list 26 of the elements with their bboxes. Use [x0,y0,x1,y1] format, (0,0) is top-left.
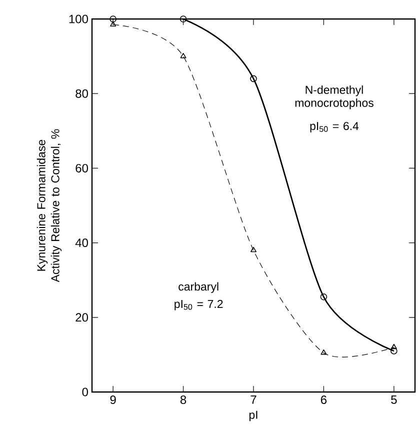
point [390,344,397,350]
point [180,52,186,58]
y-tick-label: 60 [76,164,88,172]
annotation: pI$_{50}$ = 7.2 [174,300,223,310]
annotation: pI$_{50}$ = 6.4 [310,122,359,132]
point [250,75,257,82]
x-tick-label: 8 [180,396,186,404]
x-tick-label: 6 [320,396,327,404]
y-axis-title: Kynurenine Formamidase Activity Relative to Control, % [36,129,62,282]
point [250,246,256,252]
y-tick-label: 80 [76,89,88,98]
y-tick-label: 20 [76,313,88,322]
y-tick-label: 0 [82,388,88,396]
point [390,348,398,354]
point [110,16,116,22]
x-tick-label: 7 [250,396,256,404]
annotation: carbaryl [178,282,218,293]
x-tick-label: 5 [391,396,397,404]
y-tick-label: 40 [75,238,88,248]
x-axis-title: pI [249,410,258,422]
annotation: N-demethyl monocrotophos [295,85,374,110]
x-tick-label: 9 [110,396,116,404]
point [320,293,328,300]
point [180,16,187,22]
y-tick-label: 100 [69,14,88,24]
point [320,349,327,355]
